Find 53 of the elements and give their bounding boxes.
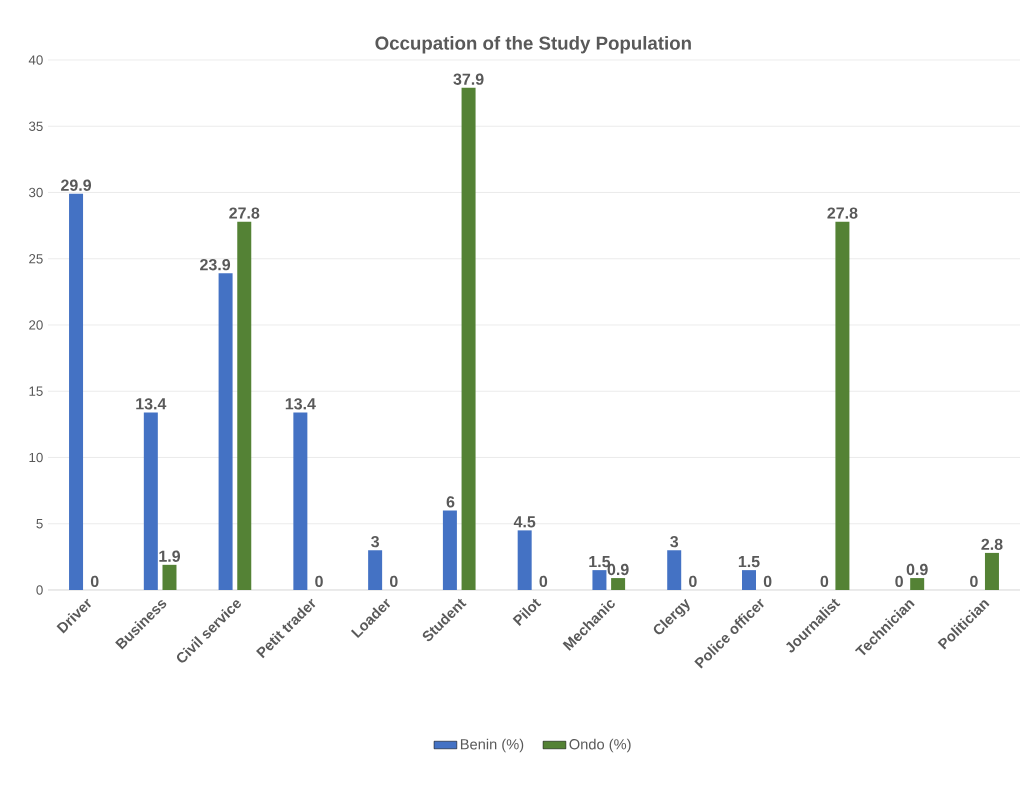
data-label: 2.8 bbox=[981, 538, 1003, 550]
y-tick-label: 0 bbox=[36, 585, 43, 595]
bar bbox=[461, 87, 476, 590]
data-label: 3 bbox=[670, 535, 679, 548]
data-label: 0.9 bbox=[906, 563, 928, 576]
data-label: 0 bbox=[689, 575, 697, 588]
bar bbox=[910, 578, 925, 590]
data-label: 1.5 bbox=[738, 556, 760, 568]
data-label: 0 bbox=[315, 575, 323, 588]
bar bbox=[237, 221, 252, 590]
bar bbox=[293, 412, 308, 590]
y-tick-label: 40 bbox=[28, 55, 43, 65]
bar bbox=[592, 570, 607, 590]
data-label: 4.5 bbox=[513, 516, 536, 528]
bar bbox=[517, 530, 532, 590]
data-label: 0 bbox=[389, 575, 398, 588]
data-label: 27.8 bbox=[229, 207, 260, 219]
data-label: 0 bbox=[763, 575, 772, 588]
legend-label: Benin (%) bbox=[460, 738, 524, 753]
bar bbox=[667, 550, 682, 590]
data-label: 3 bbox=[371, 535, 379, 548]
data-label: 13.4 bbox=[136, 398, 167, 410]
data-label: 37.9 bbox=[453, 73, 484, 85]
bar bbox=[835, 221, 850, 590]
y-tick-label: 30 bbox=[28, 187, 43, 198]
chart-title: Occupation of the Study Population bbox=[375, 36, 691, 54]
data-label: 0 bbox=[895, 575, 903, 588]
data-label: 0 bbox=[820, 575, 829, 588]
y-tick-label: 25 bbox=[29, 254, 43, 264]
legend-label: Ondo (%) bbox=[569, 738, 631, 753]
y-tick-label: 10 bbox=[29, 452, 43, 463]
data-label: 29.9 bbox=[61, 179, 92, 191]
data-label: 23.9 bbox=[200, 259, 231, 271]
data-label: 0 bbox=[970, 575, 978, 588]
y-tick-label: 35 bbox=[28, 121, 43, 131]
y-tick-label: 15 bbox=[29, 386, 43, 396]
data-label: 0 bbox=[90, 575, 99, 588]
bar bbox=[143, 412, 158, 590]
bar bbox=[69, 193, 84, 590]
data-label: 1.9 bbox=[159, 550, 181, 562]
bar bbox=[218, 273, 233, 590]
data-label: 27.8 bbox=[827, 207, 858, 219]
bar bbox=[741, 570, 756, 590]
bar bbox=[984, 552, 999, 590]
bar bbox=[442, 510, 457, 590]
bar bbox=[611, 578, 626, 590]
bar bbox=[162, 564, 177, 590]
data-label: 6 bbox=[446, 496, 455, 508]
bar bbox=[368, 550, 383, 590]
data-label: 13.4 bbox=[285, 398, 316, 410]
y-tick-label: 5 bbox=[36, 519, 43, 529]
y-tick-label: 20 bbox=[29, 320, 43, 330]
data-label: 0 bbox=[539, 575, 548, 588]
